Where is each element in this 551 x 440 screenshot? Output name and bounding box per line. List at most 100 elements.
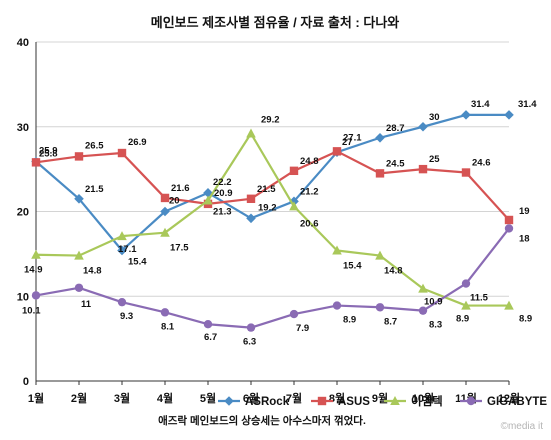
series-line bbox=[35, 227, 510, 329]
data-label: 31.4 bbox=[518, 99, 537, 110]
data-point bbox=[31, 158, 41, 167]
data-point bbox=[74, 250, 84, 260]
data-point bbox=[461, 168, 471, 177]
y-tick-label: 10 bbox=[17, 291, 29, 303]
x-tick-label: 4월 bbox=[157, 391, 173, 405]
data-label: 6.3 bbox=[243, 337, 256, 348]
data-label: 8.9 bbox=[519, 314, 532, 325]
data-label: 31.4 bbox=[471, 99, 490, 110]
data-point bbox=[246, 323, 256, 332]
data-point bbox=[117, 148, 127, 158]
x-tick-label: 12월 bbox=[498, 391, 520, 405]
legend-label: 이엠텍 bbox=[411, 394, 443, 408]
footnote: 애즈락 메인보드의 상승세는 아수스마저 꺾었다. bbox=[158, 414, 366, 427]
data-label: 19.2 bbox=[258, 202, 277, 213]
data-label: 25 bbox=[429, 154, 440, 165]
series-line bbox=[35, 132, 509, 307]
legend-label: ASUS bbox=[338, 396, 370, 408]
data-point bbox=[461, 110, 471, 120]
data-label: 9.3 bbox=[120, 311, 133, 322]
data-point bbox=[203, 195, 213, 205]
x-tick-label: 6월 bbox=[243, 391, 259, 405]
data-point bbox=[289, 196, 299, 207]
data-point bbox=[117, 245, 127, 256]
data-label: 24.6 bbox=[472, 158, 491, 169]
data-label: 14.8 bbox=[384, 266, 403, 277]
series-lines bbox=[31, 110, 514, 332]
data-label: 30 bbox=[429, 112, 440, 123]
watermark: ©media it bbox=[501, 421, 544, 432]
y-tick-label: 30 bbox=[17, 122, 29, 134]
data-label: 14.8 bbox=[83, 266, 102, 277]
legend-marker bbox=[224, 396, 234, 406]
legend-marker bbox=[390, 396, 400, 405]
data-label: 29.2 bbox=[261, 115, 280, 126]
data-point bbox=[461, 279, 471, 288]
data-point bbox=[289, 166, 299, 176]
data-point bbox=[31, 249, 41, 259]
data-label: 26.9 bbox=[128, 137, 147, 148]
data-point bbox=[289, 201, 299, 211]
x-tick-label: 1월 bbox=[28, 391, 44, 405]
data-label: 20.6 bbox=[300, 218, 319, 229]
data-labels: 25.9 21.5 15.4 20 22.2 19.2 21.2 27 28.7 30 31.4 31… bbox=[22, 99, 537, 348]
data-label: 25.8 bbox=[39, 148, 58, 159]
data-point bbox=[332, 301, 342, 310]
data-point bbox=[160, 206, 170, 217]
data-label: 19 bbox=[519, 206, 530, 217]
data-label: 17.1 bbox=[118, 244, 137, 255]
data-point bbox=[375, 303, 385, 312]
data-point bbox=[203, 320, 213, 329]
legend-marker bbox=[317, 396, 327, 406]
y-tick-label: 0 bbox=[23, 376, 29, 388]
data-point bbox=[418, 283, 428, 293]
data-label: 8.9 bbox=[343, 315, 356, 326]
data-label: 21.3 bbox=[213, 206, 232, 217]
data-label: 22.2 bbox=[213, 177, 232, 188]
data-label: 21.2 bbox=[300, 186, 319, 197]
data-point bbox=[160, 193, 170, 203]
data-label: 18 bbox=[519, 233, 530, 244]
data-label: 7.9 bbox=[296, 323, 309, 334]
data-label: 15.4 bbox=[128, 256, 147, 267]
legend-marker bbox=[466, 396, 476, 406]
data-label: 21.5 bbox=[257, 184, 276, 195]
data-label: 8.3 bbox=[429, 320, 442, 331]
data-label: 24.5 bbox=[386, 158, 405, 169]
x-tick-label: 10월 bbox=[412, 391, 434, 405]
series-line bbox=[35, 150, 510, 221]
data-point bbox=[74, 152, 84, 161]
data-point bbox=[74, 193, 84, 204]
data-point bbox=[289, 309, 299, 319]
data-point bbox=[31, 291, 41, 300]
data-point bbox=[160, 227, 170, 237]
data-point bbox=[504, 300, 514, 310]
data-label: 11 bbox=[81, 299, 92, 310]
data-label: 21.6 bbox=[171, 183, 190, 194]
data-label: 14.9 bbox=[24, 265, 43, 276]
data-label: 17.5 bbox=[170, 243, 189, 254]
data-label: 24.8 bbox=[300, 156, 319, 167]
data-label: 10.9 bbox=[424, 297, 443, 308]
data-label: 8.7 bbox=[384, 316, 397, 327]
y-tick-label: 20 bbox=[17, 207, 29, 219]
data-point bbox=[504, 110, 514, 120]
data-point bbox=[332, 245, 342, 255]
data-point bbox=[160, 308, 170, 317]
y-tick-label: 40 bbox=[17, 37, 29, 49]
data-label: 10.1 bbox=[22, 305, 41, 316]
data-label: 21.5 bbox=[85, 184, 104, 195]
series-line bbox=[35, 113, 509, 252]
data-point bbox=[117, 231, 127, 241]
chart-title: 메인보드 제조사별 점유율 / 자료 출처 : 다나와 bbox=[151, 15, 400, 30]
gridlines bbox=[36, 41, 509, 297]
data-point bbox=[504, 224, 514, 233]
data-point bbox=[461, 300, 471, 310]
data-label: 27 bbox=[342, 137, 353, 148]
data-label: 20.9 bbox=[214, 188, 233, 199]
data-point bbox=[117, 297, 127, 307]
data-point bbox=[332, 147, 342, 156]
x-tick-label: 2월 bbox=[71, 391, 87, 405]
